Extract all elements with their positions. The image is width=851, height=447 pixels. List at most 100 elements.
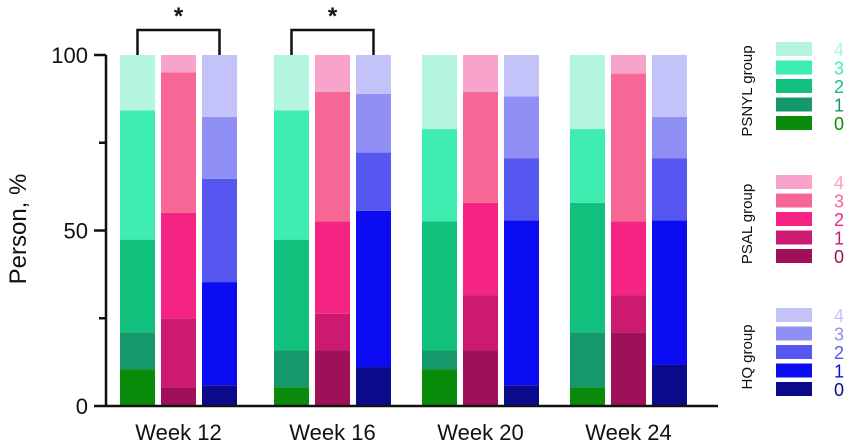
bar-segment-week16-hq-level-4 (356, 55, 391, 94)
legend-swatch (776, 97, 812, 112)
bar-segment-week20-psal-level-1 (463, 295, 498, 351)
legend-level-label: 0 (834, 247, 844, 267)
bar-segment-week24-psal-level-0 (611, 332, 646, 406)
legend-swatch (776, 212, 812, 226)
bar-segment-week24-psal-level-3 (611, 73, 646, 222)
bar-segment-week12-psal-level-1 (161, 318, 196, 388)
y-tick-label: 50 (64, 219, 88, 244)
significance-bracket (136, 28, 221, 55)
bar-segment-week12-psal-level-2 (161, 212, 196, 319)
bar-segment-week16-psnyl-level-2 (274, 239, 309, 351)
bar-segment-week12-psnyl-level-2 (120, 239, 155, 333)
bar-segment-week12-psnyl-level-1 (120, 332, 155, 370)
axes-layer: 0 50 100 Week 12 Week 16 Week 20 Week 24 (51, 43, 718, 445)
legend-swatch (776, 363, 812, 378)
y-tick-label: 100 (51, 43, 88, 68)
bar-segment-week20-psal-level-2 (463, 202, 498, 296)
bar-segment-week24-psnyl-level-3 (570, 129, 605, 203)
x-tick-label: Week 24 (585, 420, 671, 445)
bar-segment-week16-psal-level-0 (315, 350, 350, 406)
legend-level-label: 3 (834, 59, 844, 79)
legend-level-label: 4 (834, 173, 844, 193)
bar-segment-week16-psnyl-level-3 (274, 110, 309, 240)
bar-segment-week24-psnyl-level-2 (570, 202, 605, 333)
x-tick-label: Week 20 (437, 420, 523, 445)
legend-swatch (776, 382, 812, 396)
legend-swatch (776, 42, 812, 56)
bars-layer (120, 55, 687, 406)
bar-segment-week24-psal-level-1 (611, 295, 646, 333)
bar-segment-week20-hq-level-4 (504, 55, 539, 97)
bar-segment-week16-psnyl-level-0 (274, 387, 309, 406)
bar-segment-week12-psnyl-level-3 (120, 110, 155, 240)
x-tick-label: Week 16 (289, 420, 375, 445)
legend-level-label: 1 (834, 229, 844, 249)
legend-level-label: 1 (834, 362, 844, 382)
legend-swatch (776, 193, 812, 208)
bar-segment-week20-hq-level-2 (504, 158, 539, 221)
legend-swatch (776, 345, 812, 359)
legend-group-title: HQ group (739, 324, 756, 389)
bar-segment-week12-hq-level-1 (202, 282, 237, 386)
legend-level-label: 1 (834, 96, 844, 116)
bar-segment-week20-hq-level-1 (504, 220, 539, 386)
legend-level-label: 4 (834, 306, 844, 326)
legend-swatch (776, 79, 812, 93)
legend-group-title: PSAL group (739, 184, 756, 264)
bar-segment-week24-psal-level-4 (611, 55, 646, 74)
bar-segment-week16-hq-level-2 (356, 152, 391, 211)
bar-segment-week20-psal-level-4 (463, 55, 498, 92)
legend-swatch (776, 249, 812, 263)
bar-segment-week16-psnyl-level-4 (274, 55, 309, 111)
bar-segment-week24-psnyl-level-0 (570, 387, 605, 406)
bar-segment-week24-psnyl-level-1 (570, 332, 605, 388)
bar-segment-week12-hq-level-3 (202, 116, 237, 179)
bar-segment-week12-psnyl-level-0 (120, 369, 155, 406)
legend-swatch (776, 308, 812, 322)
bar-segment-week16-psal-level-2 (315, 221, 350, 314)
significance-marker: * (174, 3, 184, 30)
bar-segment-week12-hq-level-4 (202, 55, 237, 117)
legend-level-label: 0 (834, 114, 844, 134)
bar-segment-week16-psal-level-1 (315, 313, 350, 351)
legend-level-label: 2 (834, 210, 844, 230)
legend-swatch (776, 230, 812, 245)
legend-swatch (776, 60, 812, 75)
bar-segment-week24-hq-level-0 (652, 364, 687, 406)
bar-segment-week20-psnyl-level-0 (422, 369, 457, 406)
legend-swatch (776, 116, 812, 130)
bar-segment-week12-psnyl-level-4 (120, 55, 155, 111)
bar-segment-week24-psnyl-level-4 (570, 55, 605, 130)
bar-segment-week16-hq-level-0 (356, 367, 391, 406)
bar-segment-week24-hq-level-4 (652, 55, 687, 117)
significance-marker: * (328, 3, 338, 30)
bar-segment-week12-hq-level-2 (202, 178, 237, 283)
bar-segment-week20-psnyl-level-2 (422, 221, 457, 351)
bar-segment-week12-psal-level-3 (161, 72, 196, 213)
legend-level-label: 2 (834, 77, 844, 97)
bar-segment-week24-psal-level-2 (611, 221, 646, 296)
bar-segment-week24-hq-level-1 (652, 220, 687, 365)
bar-segment-week12-psal-level-0 (161, 387, 196, 406)
significance-layer: * * (136, 3, 375, 55)
x-tick-label: Week 12 (135, 420, 221, 445)
bar-segment-week16-psnyl-level-1 (274, 350, 309, 388)
bar-segment-week24-hq-level-3 (652, 116, 687, 159)
legend-level-label: 4 (834, 40, 844, 60)
bar-segment-week20-psnyl-level-4 (422, 55, 457, 130)
bar-segment-week16-hq-level-1 (356, 210, 391, 368)
bar-segment-week20-psal-level-0 (463, 350, 498, 406)
bar-segment-week20-psal-level-3 (463, 91, 498, 203)
bar-segment-week12-psal-level-4 (161, 55, 196, 73)
legend-swatch (776, 326, 812, 341)
bar-segment-week20-hq-level-3 (504, 96, 539, 159)
bar-segment-week24-hq-level-2 (652, 158, 687, 221)
y-tick-label: 0 (76, 394, 88, 419)
legend-level-label: 3 (834, 192, 844, 212)
legend-group-title: PSNYL group (739, 45, 756, 136)
bar-segment-week16-hq-level-3 (356, 93, 391, 153)
legend-level-label: 2 (834, 343, 844, 363)
y-axis-title: Person, % (5, 174, 32, 285)
